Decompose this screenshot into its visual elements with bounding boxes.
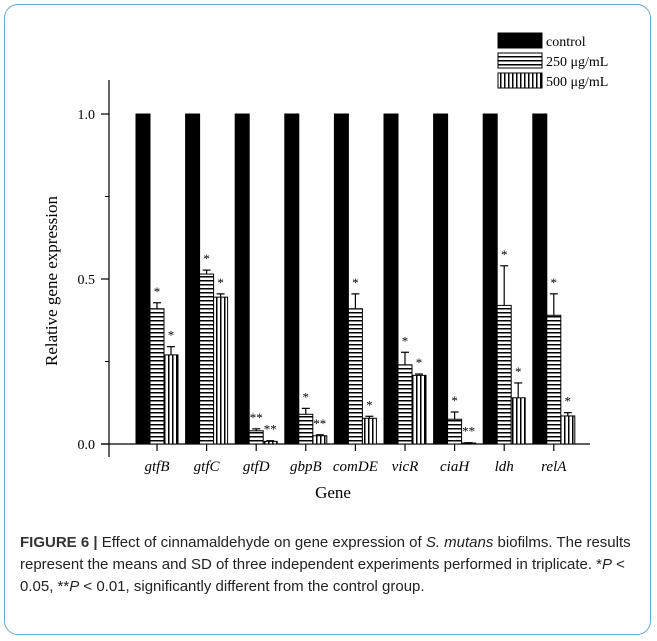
bar	[149, 308, 165, 445]
bar	[510, 397, 526, 445]
bar	[333, 113, 349, 445]
caption-text-3: < 0.05, **	[20, 556, 625, 595]
bar	[185, 113, 201, 445]
bar	[433, 113, 449, 445]
caption-text-2: biofilms. The results represent the mean…	[20, 534, 631, 573]
caption-text-4: < 0.01, significantly different from the…	[79, 578, 425, 595]
significance-label: *	[551, 275, 558, 290]
y-tick-label: 1.0	[78, 108, 96, 123]
caption-label: FIGURE 6 |	[20, 534, 98, 551]
bar	[234, 113, 250, 445]
caption-p2: P	[69, 578, 80, 595]
legend: control 250 μg/mL 500 μg/mL	[497, 32, 608, 90]
figure-frame	[4, 4, 651, 635]
bar	[135, 113, 151, 445]
bar	[262, 440, 278, 445]
x-tick-label: relA	[541, 459, 567, 475]
caption-species: S. mutans	[425, 534, 494, 551]
bar	[482, 113, 498, 445]
significance-label: *	[366, 397, 373, 412]
significance-label: **	[250, 410, 263, 425]
bar	[213, 296, 229, 445]
bars: **********************	[135, 113, 576, 445]
legend-swatch	[497, 72, 543, 89]
x-tick-label: vicR	[392, 459, 419, 475]
x-tick-label: gbpB	[290, 459, 322, 475]
bar	[411, 374, 427, 445]
x-tick-label: ciaH	[440, 459, 470, 475]
significance-label: *	[451, 393, 458, 408]
significance-label: *	[154, 284, 161, 299]
significance-label: *	[515, 364, 522, 379]
x-tick-label: gtfD	[243, 459, 270, 475]
x-tick-label: comDE	[333, 459, 378, 475]
bar	[397, 364, 413, 445]
bar	[383, 113, 399, 445]
bar	[312, 435, 328, 445]
y-tick-label: 0.5	[78, 273, 96, 288]
legend-label: 250 μg/mL	[546, 55, 608, 70]
bar	[496, 304, 512, 445]
legend-label: control	[546, 35, 586, 50]
significance-label: *	[303, 389, 310, 404]
y-tick-label: 0.0	[78, 438, 96, 453]
legend-swatch	[497, 52, 543, 69]
y-axis-label: Relative gene expression	[42, 196, 61, 366]
bar	[163, 354, 179, 445]
significance-label: *	[402, 333, 409, 348]
x-axis-label: Gene	[315, 483, 351, 502]
bar	[532, 113, 548, 445]
bar	[546, 314, 562, 445]
significance-label: *	[352, 275, 359, 290]
significance-label: *	[203, 251, 210, 266]
bar	[298, 413, 314, 445]
significance-label: *	[501, 247, 508, 262]
bar	[284, 113, 300, 445]
x-tick-label: ldh	[495, 459, 514, 475]
bar	[447, 418, 463, 445]
bar	[199, 273, 215, 445]
legend-label: 500 μg/mL	[546, 75, 608, 90]
caption-p1: P	[602, 556, 613, 573]
bar	[248, 430, 264, 445]
significance-label: *	[565, 394, 572, 409]
significance-label: **	[264, 422, 277, 437]
x-tick-label: gtfB	[145, 459, 170, 475]
caption-text-1: Effect of cinnamaldehyde on gene express…	[97, 534, 426, 551]
bar	[560, 415, 576, 445]
x-tick-label: gtfC	[194, 459, 221, 475]
significance-label: *	[168, 328, 175, 343]
bar-chart: 0.0 0.5 1.0 gtfB gtfC gtfD gbpB comDE vicR ciaH ld…	[42, 32, 608, 502]
significance-label: **	[462, 424, 475, 439]
legend-swatch	[497, 32, 543, 49]
significance-label: *	[416, 355, 423, 370]
significance-label: **	[313, 416, 326, 431]
significance-label: *	[217, 275, 224, 290]
figure-caption: FIGURE 6 | Effect of cinnamaldehyde on g…	[20, 532, 640, 598]
bar	[347, 308, 363, 445]
axes: 0.0 0.5 1.0 gtfB gtfC gtfD gbpB comDE vicR ciaH ld…	[78, 80, 590, 475]
bar	[361, 417, 377, 445]
